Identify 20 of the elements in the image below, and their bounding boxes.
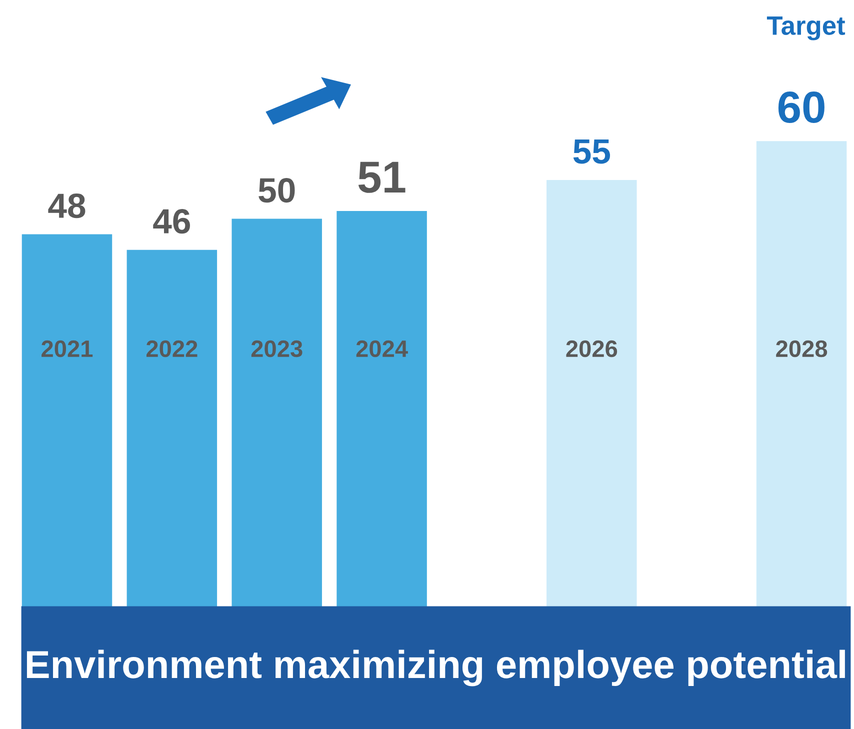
data-label: 50 [258, 178, 295, 203]
x-tick-label: 2022 [146, 340, 198, 358]
x-tick-label: 2024 [356, 340, 408, 358]
x-tick-label: 2028 [776, 340, 828, 358]
bar [232, 218, 322, 607]
bar [756, 141, 847, 607]
text: Target [766, 16, 846, 40]
data-label: 60 [778, 92, 824, 124]
bar [22, 234, 112, 607]
data-label: 51 [358, 162, 406, 193]
x-tick-label: 2021 [42, 340, 93, 358]
x-axis-title: Environment maximizing employee potential [26, 650, 845, 686]
data-label: 55 [573, 140, 610, 164]
bar [126, 250, 218, 607]
data-label: 48 [48, 194, 86, 218]
bar [546, 180, 637, 607]
data-label: 46 [153, 209, 190, 234]
x-tick-label: 2023 [251, 340, 302, 358]
x-tick-label: 2026 [566, 340, 618, 358]
bar [336, 211, 427, 607]
